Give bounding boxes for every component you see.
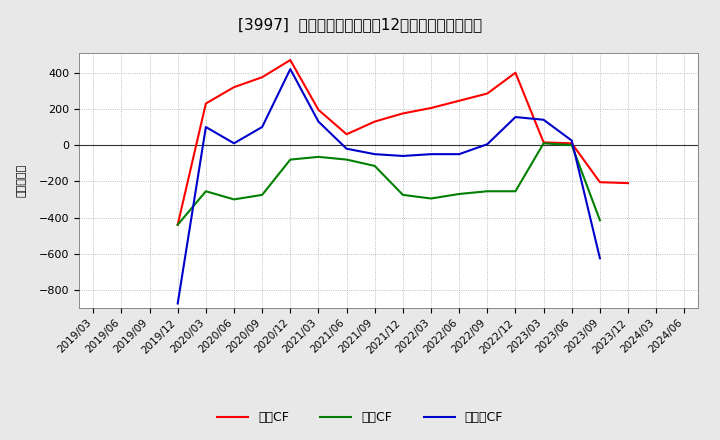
フリーCF — [230, 141, 238, 146]
営業CF — [230, 84, 238, 90]
投資CF — [595, 217, 604, 223]
営業CF — [483, 91, 492, 96]
フリーCF — [455, 151, 464, 157]
投資CF — [427, 196, 436, 201]
Text: [3997]  キャッシュフローの12か月移動合計の推移: [3997] キャッシュフローの12か月移動合計の推移 — [238, 18, 482, 33]
投資CF — [314, 154, 323, 160]
投資CF — [286, 157, 294, 162]
投資CF — [342, 157, 351, 162]
フリーCF — [174, 301, 182, 306]
フリーCF — [567, 138, 576, 143]
投資CF — [230, 197, 238, 202]
投資CF — [258, 192, 266, 198]
フリーCF — [427, 151, 436, 157]
投資CF — [455, 191, 464, 197]
営業CF — [595, 180, 604, 185]
投資CF — [174, 222, 182, 227]
フリーCF — [314, 119, 323, 124]
営業CF — [370, 119, 379, 124]
営業CF — [202, 101, 210, 106]
フリーCF — [399, 153, 408, 158]
フリーCF — [258, 125, 266, 130]
営業CF — [624, 180, 632, 186]
営業CF — [314, 107, 323, 113]
フリーCF — [342, 146, 351, 151]
営業CF — [174, 222, 182, 227]
フリーCF — [286, 66, 294, 72]
フリーCF — [539, 117, 548, 122]
Line: 投資CF: 投資CF — [178, 143, 600, 225]
フリーCF — [511, 114, 520, 120]
フリーCF — [370, 151, 379, 157]
営業CF — [539, 140, 548, 145]
営業CF — [567, 141, 576, 146]
営業CF — [455, 98, 464, 103]
投資CF — [511, 189, 520, 194]
Text: （百万円）: （百万円） — [17, 164, 27, 197]
Legend: 営業CF, 投資CF, フリーCF: 営業CF, 投資CF, フリーCF — [212, 407, 508, 429]
Line: フリーCF: フリーCF — [178, 69, 600, 304]
営業CF — [258, 75, 266, 80]
営業CF — [342, 132, 351, 137]
フリーCF — [595, 256, 604, 261]
投資CF — [370, 163, 379, 169]
営業CF — [286, 57, 294, 62]
投資CF — [483, 189, 492, 194]
営業CF — [399, 111, 408, 116]
Line: 営業CF: 営業CF — [178, 60, 628, 225]
営業CF — [511, 70, 520, 75]
投資CF — [399, 192, 408, 198]
フリーCF — [202, 125, 210, 130]
投資CF — [202, 189, 210, 194]
投資CF — [539, 141, 548, 146]
営業CF — [427, 105, 436, 110]
フリーCF — [483, 142, 492, 147]
投資CF — [567, 143, 576, 148]
